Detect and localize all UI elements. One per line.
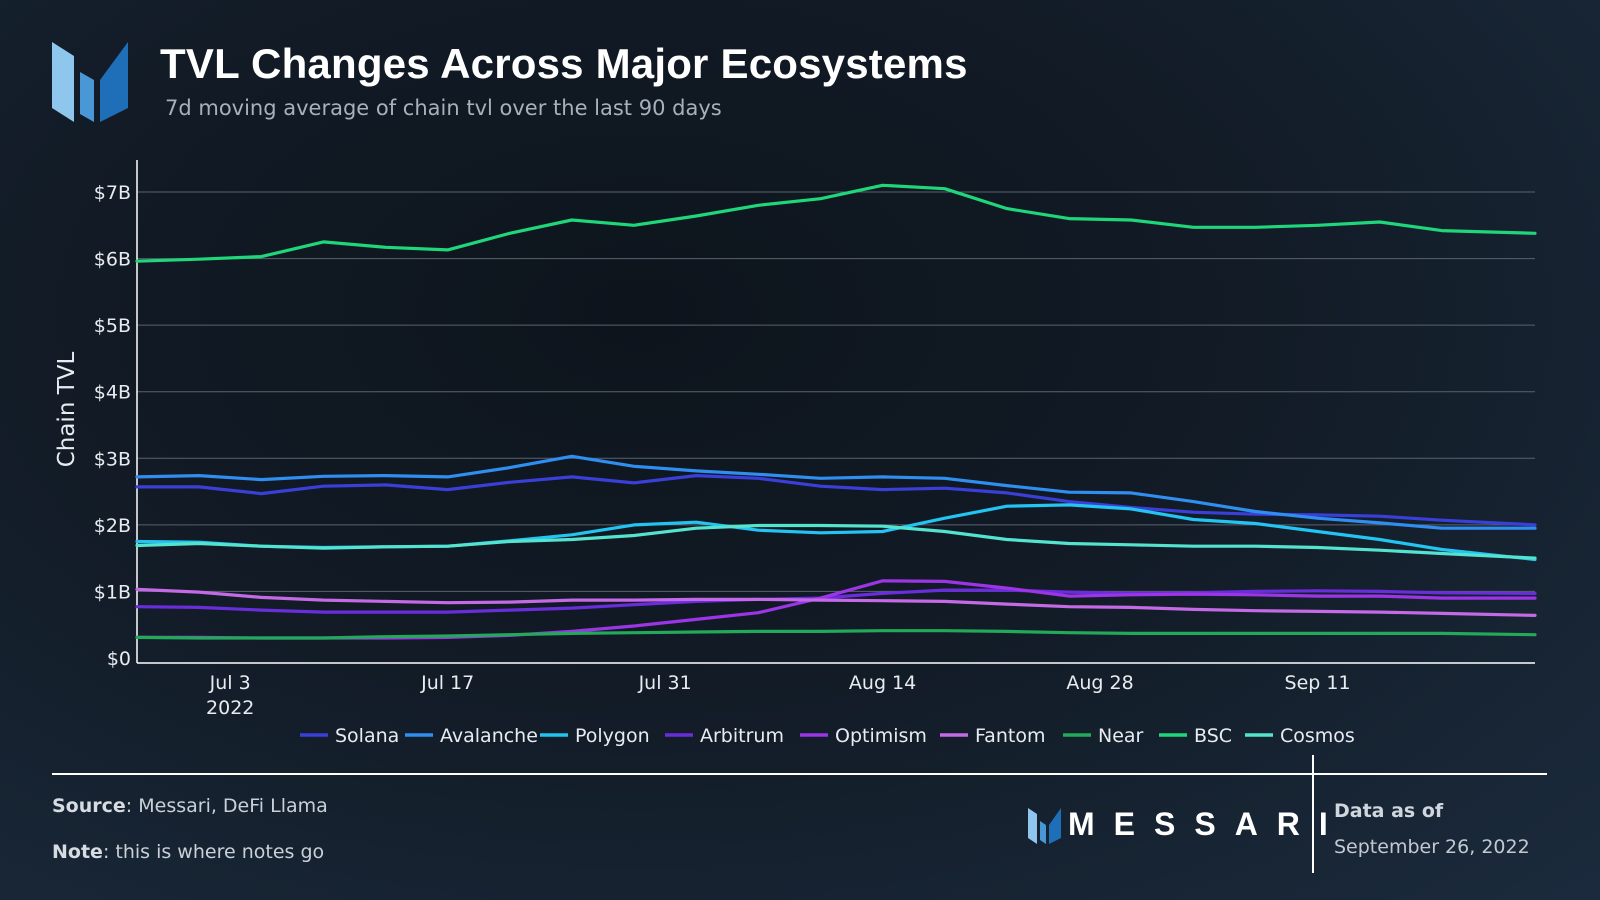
messari-brand-icon [1028,808,1061,844]
x-tick-label: Jul 3 [209,672,251,694]
page-title: TVL Changes Across Major Ecosystems [160,40,968,87]
source-label: Source [52,795,126,817]
y-tick-label: $2B [94,515,131,537]
line-chart: $0 $1B $2B $3B $4B $5B $6B $7B Jul 3 2022 Jul 17 Ju… [54,182,1537,747]
series-line-polygon [135,503,1537,562]
x-tick-label: Jul 31 [638,672,692,694]
y-tick-label: $7B [94,182,131,204]
y-tick-label: $0 [107,648,131,670]
x-tick-sublabel: 2022 [206,697,254,719]
y-tick-label: $1B [94,581,131,603]
y-axis-title: Chain TVL [54,352,80,468]
page-subtitle: 7d moving average of chain tvl over the … [165,96,722,120]
legend-label-fantom: Fantom [975,725,1045,747]
legend-label-cosmos: Cosmos [1280,725,1355,747]
x-tick-label: Aug 14 [849,672,916,694]
legend-label-avalanche: Avalanche [440,725,538,747]
legend-label-solana: Solana [335,725,399,747]
x-tick-label: Jul 17 [420,672,474,694]
y-tick-label: $3B [94,448,131,470]
series-line-fantom [135,587,1537,618]
footer-divider [52,773,1547,775]
legend-label-bsc: BSC [1194,725,1232,747]
y-tick-label: $5B [94,315,131,337]
legend-label-polygon: Polygon [575,725,650,747]
x-tick-label: Aug 28 [1066,672,1133,694]
footer-vertical-divider [1312,755,1314,873]
y-tick-label: $6B [94,249,131,271]
brand-wordmark: MESSARI [1068,806,1347,842]
data-as-of-date: September 26, 2022 [1334,836,1530,858]
legend-label-optimism: Optimism [835,725,927,747]
source-text: : Messari, DeFi Llama [125,795,328,817]
messari-logo-icon [52,42,128,122]
x-tick-label: Sep 11 [1285,672,1351,694]
series-line-near [135,629,1537,640]
data-as-of-label: Data as of [1334,800,1444,822]
series-line-avalanche [135,454,1537,530]
source-note: Source: Messari, DeFi Llama [52,795,328,817]
series-line-bsc [135,183,1537,263]
footnote: Note: this is where notes go [52,841,324,863]
note-label: Note [52,841,103,863]
legend-label-arbitrum: Arbitrum [700,725,784,747]
series-line-cosmos [135,523,1537,560]
note-text: : this is where notes go [102,841,325,863]
legend-label-near: Near [1098,725,1144,747]
y-tick-label: $4B [94,382,131,404]
